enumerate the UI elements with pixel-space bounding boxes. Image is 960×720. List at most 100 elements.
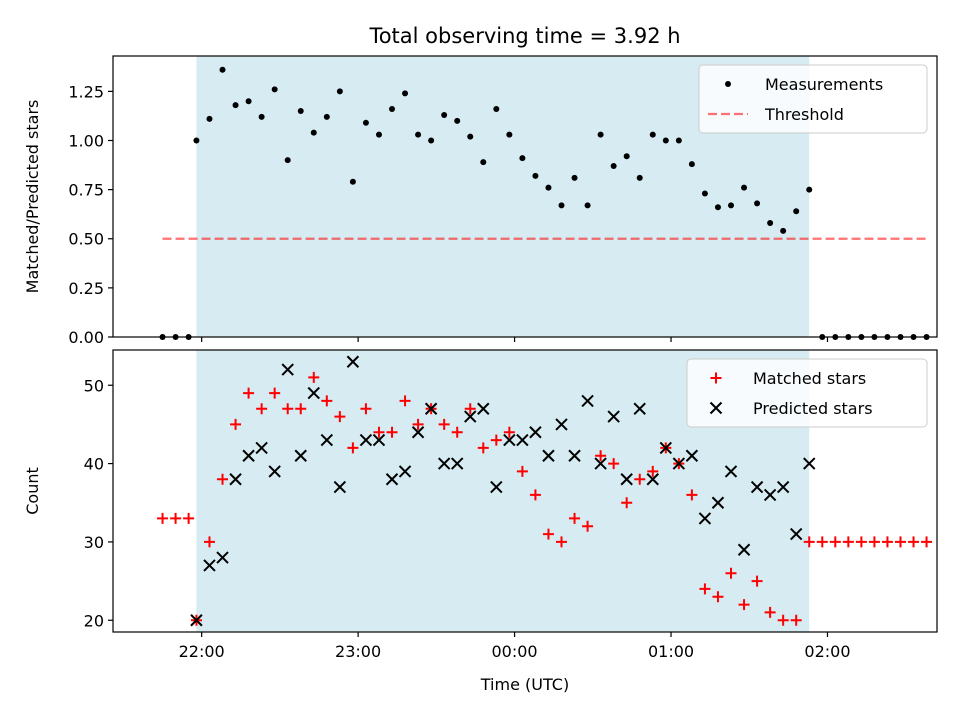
predicted-stars-point: [268, 465, 281, 478]
matched-stars-point: [790, 614, 802, 626]
measurement-point: [845, 334, 852, 340]
matched-stars-point: [308, 371, 320, 383]
measurement-point: [675, 137, 682, 144]
matched-stars-point: [647, 465, 659, 477]
legend: Measurements Threshold: [698, 64, 928, 134]
y-tick-label: 1.25: [68, 82, 104, 101]
predicted-stars-point: [411, 426, 425, 439]
measurement-point: [741, 184, 748, 191]
matched-stars-point: [183, 512, 195, 524]
predicted-stars-point: [763, 488, 777, 502]
measurement-point: [610, 163, 617, 170]
chart-title: Total observing time = 3.92 h: [368, 24, 680, 48]
measurement-point: [232, 102, 239, 109]
matched-stars-point: [842, 536, 854, 548]
top-panel: 0.00 0.25 0.50 0.75 1.00 1.25 Matched/Predicte…: [23, 55, 938, 347]
matched-stars-point: [412, 418, 424, 430]
measurement-point: [649, 131, 656, 138]
measurement-point: [923, 334, 930, 340]
measurement-point: [858, 334, 865, 340]
predicted-stars-point: [477, 402, 490, 415]
y-tick-label: 50: [84, 376, 104, 395]
matched-stars-point: [595, 450, 607, 462]
measurement-point: [467, 133, 474, 140]
axes-frame: [112, 55, 938, 338]
y-tick-label: 0.25: [68, 279, 104, 298]
matched-stars-point: [621, 497, 633, 509]
legend-box: [698, 64, 928, 134]
measurement-point: [806, 186, 813, 193]
y-axis-label: Count: [23, 467, 42, 515]
measurement-point: [662, 137, 669, 144]
measurement-point: [819, 334, 826, 340]
measurement-point: [480, 159, 487, 166]
measurement-point: [428, 137, 435, 144]
y-tick-label: 0.50: [68, 230, 104, 249]
matched-stars-point: [256, 403, 268, 415]
measurement-point: [441, 111, 448, 118]
matched-stars-point: [816, 536, 828, 548]
measurement-point: [545, 184, 552, 191]
measurement-point: [454, 117, 461, 124]
matched-stars-point: [777, 614, 789, 626]
predicted-stars-point: [672, 457, 686, 470]
matched-stars-point: [282, 403, 294, 415]
predicted-stars-point: [750, 480, 764, 494]
matched-stars-point: [751, 575, 763, 587]
measurement-point: [206, 115, 213, 122]
matched-stars-point: [477, 442, 489, 454]
measurement-point: [271, 86, 278, 93]
predicted-stars-point: [450, 457, 464, 470]
measurement-point: [636, 174, 643, 181]
x-tick-label: 00:00: [492, 642, 538, 661]
measurement-point: [193, 137, 200, 144]
predicted-stars-point: [333, 480, 347, 494]
matched-stars-point: [438, 418, 450, 430]
measurement-point: [832, 334, 839, 340]
matched-stars-point: [725, 567, 737, 579]
measurement-point: [402, 90, 409, 97]
y-tick-label: 20: [84, 611, 104, 630]
measurement-point: [297, 108, 304, 115]
predicted-stars-point: [464, 410, 477, 423]
predicted-stars-point: [620, 473, 633, 486]
matched-stars-point: [686, 489, 698, 501]
measurement-point: [185, 334, 192, 340]
predicted-stars-point: [307, 386, 320, 400]
predicted-stars-point: [737, 543, 751, 556]
matched-stars-point: [556, 536, 568, 548]
legend-marker-measurements: [725, 81, 731, 87]
measurement-point: [571, 174, 578, 181]
measurement-point: [245, 98, 252, 105]
measurement-point: [389, 106, 396, 113]
matched-stars-point: [712, 591, 724, 603]
predicted-stars-point: [190, 614, 203, 627]
legend-box: [686, 358, 928, 428]
y-tick-label: 40: [84, 455, 104, 474]
matched-stars-point: [634, 473, 646, 485]
measurement-point: [767, 220, 774, 227]
measurement-point: [793, 208, 800, 215]
y-axis-label: Matched/Predicted stars: [23, 100, 42, 294]
predicted-stars-point: [203, 559, 216, 572]
measurement-point: [780, 227, 787, 234]
matched-stars-point: [569, 512, 581, 524]
matched-stars-point: [321, 395, 333, 407]
predicted-stars-point: [346, 355, 360, 368]
bottom-panel: 20 30 40 50 22:00 23:00 00:00 01:00 02:00 Count Ti…: [23, 349, 938, 694]
matched-stars-point: [868, 536, 880, 548]
matched-stars-point: [908, 536, 920, 548]
matched-stars-point: [373, 426, 385, 438]
matched-stars-point: [764, 606, 776, 618]
matched-stars-point: [203, 536, 215, 548]
measurement-point: [728, 202, 734, 209]
matched-stars-point: [881, 536, 893, 548]
matched-stars-point: [503, 426, 515, 438]
predicted-stars-point: [607, 410, 620, 423]
measurement-point: [532, 172, 539, 179]
measurement-point: [336, 88, 343, 95]
matched-stars-point: [738, 599, 750, 611]
predicted-stars-point: [529, 426, 542, 439]
measurement-point: [362, 119, 369, 126]
